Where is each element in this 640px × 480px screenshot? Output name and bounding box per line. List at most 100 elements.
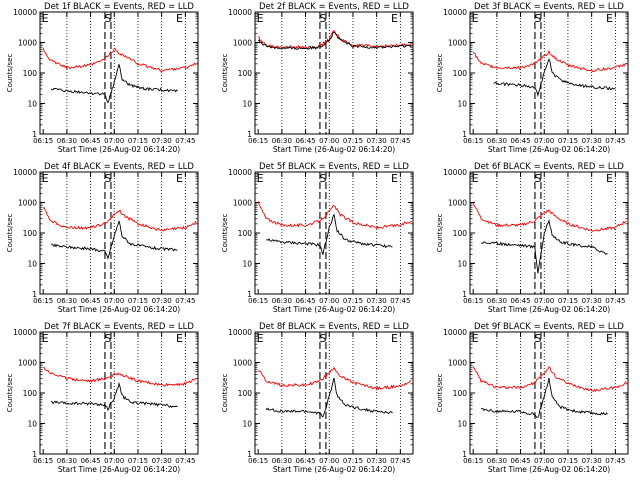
events-series-line [493,57,616,97]
x-tick-label: 07:30 [152,137,172,145]
y-axis-label: Counts/sec [436,214,444,253]
y-tick-label: 10000 [228,168,252,177]
x-tick-label: 07:15 [128,137,148,145]
x-tick-label: 07:45 [175,137,195,145]
detector-chart-9: Det 9f BLACK = Events, RED = LLD 1 10 100 10… [436,322,629,474]
y-tick-label: 100 [453,389,468,398]
marker-label: E [176,172,183,185]
y-tick-label: 100 [453,229,468,238]
y-tick-label: 10 [27,260,37,269]
events-series-line [480,377,608,418]
x-axis-label: Start Time (26-Aug-02 06:14:20) [488,145,610,154]
marker-label: S [319,332,326,345]
marker-label: S [104,172,111,185]
chart-title: Det 1f BLACK = Events, RED = LLD [44,2,194,12]
x-tick-label: 06:15 [248,457,268,465]
x-tick-label: 07:15 [128,297,148,305]
x-tick-label: 07:30 [152,297,172,305]
y-tick-label: 100 [238,389,253,398]
plot-frame [254,171,414,295]
lld-series-line [43,366,197,387]
lld-series-line [42,47,197,73]
marker-label: E [606,12,613,25]
marker-label: S [104,12,111,25]
x-tick-label: 07:45 [390,457,410,465]
y-tick-label: 1000 [448,199,467,208]
marker-label: E [472,12,479,25]
x-tick-label: 07:30 [367,297,387,305]
y-tick-label: 1 [32,130,37,139]
lld-series-line [472,202,627,232]
y-tick-label: 10 [27,100,37,109]
marker-label: S [534,172,541,185]
marker-label: E [606,332,613,345]
events-series-line [266,213,393,255]
y-tick-label: 10000 [13,8,37,17]
marker-label: E [42,332,49,345]
x-axis-label: Start Time (26-Aug-02 06:14:20) [273,305,395,314]
y-tick-label: 10000 [228,328,252,337]
plot-frame [254,331,414,455]
detector-chart-3: Det 3f BLACK = Events, RED = LLD 1 10 100 10… [436,2,629,154]
y-tick-label: 10 [457,420,467,429]
x-tick-label: 07:15 [558,457,578,465]
events-series-line [50,220,178,260]
events-series-line [50,381,178,412]
y-tick-label: 1000 [18,199,37,208]
x-tick-label: 07:30 [582,457,602,465]
lld-series-line [472,49,627,73]
marker-label: E [472,172,479,185]
x-tick-label: 06:15 [463,457,483,465]
x-tick-label: 07:45 [175,457,195,465]
y-tick-label: 100 [238,229,253,238]
plot-frame [39,171,199,295]
marker-label: E [257,12,264,25]
x-tick-label: 06:30 [57,297,77,305]
lld-series-line [257,29,412,50]
x-tick-label: 06:45 [80,137,100,145]
x-tick-label: 06:45 [80,297,100,305]
x-tick-label: 06:30 [272,137,292,145]
x-tick-label: 07:30 [152,457,172,465]
detector-chart-5: Det 5f BLACK = Events, RED = LLD 1 10 100 10… [221,162,414,314]
y-tick-label: 10000 [13,328,37,337]
y-tick-label: 10 [27,420,37,429]
x-tick-label: 07:00 [104,137,124,145]
y-tick-label: 1000 [448,359,467,368]
x-tick-label: 06:15 [248,297,268,305]
x-tick-label: 07:45 [605,297,625,305]
y-tick-label: 100 [23,69,38,78]
y-tick-label: 1 [462,450,467,459]
x-tick-label: 07:00 [104,297,124,305]
x-tick-label: 06:45 [510,137,530,145]
lld-series-line [472,366,627,393]
y-tick-label: 1 [32,290,37,299]
x-tick-label: 07:15 [343,457,363,465]
y-axis-label: Counts/sec [221,214,229,253]
x-tick-label: 06:15 [463,297,483,305]
marker-label: S [319,172,326,185]
marker-label: S [534,12,541,25]
x-tick-label: 07:00 [104,457,124,465]
x-tick-label: 07:15 [558,297,578,305]
x-tick-label: 07:15 [343,137,363,145]
x-tick-label: 07:00 [534,137,554,145]
marker-label: E [257,172,264,185]
y-axis-label: Counts/sec [6,374,14,413]
marker-label: E [42,12,49,25]
y-tick-label: 1 [247,290,252,299]
marker-label: S [104,332,111,345]
marker-label: E [176,12,183,25]
x-tick-label: 06:45 [510,457,530,465]
x-tick-label: 07:45 [175,297,195,305]
x-tick-label: 07:15 [343,297,363,305]
x-tick-label: 06:45 [295,137,315,145]
chart-title: Det 2f BLACK = Events, RED = LLD [259,2,409,12]
y-axis-label: Counts/sec [221,54,229,93]
chart-title: Det 6f BLACK = Events, RED = LLD [474,162,624,172]
y-tick-label: 100 [453,69,468,78]
y-tick-label: 1000 [18,359,37,368]
y-tick-label: 10000 [228,8,252,17]
x-tick-label: 07:00 [534,457,554,465]
